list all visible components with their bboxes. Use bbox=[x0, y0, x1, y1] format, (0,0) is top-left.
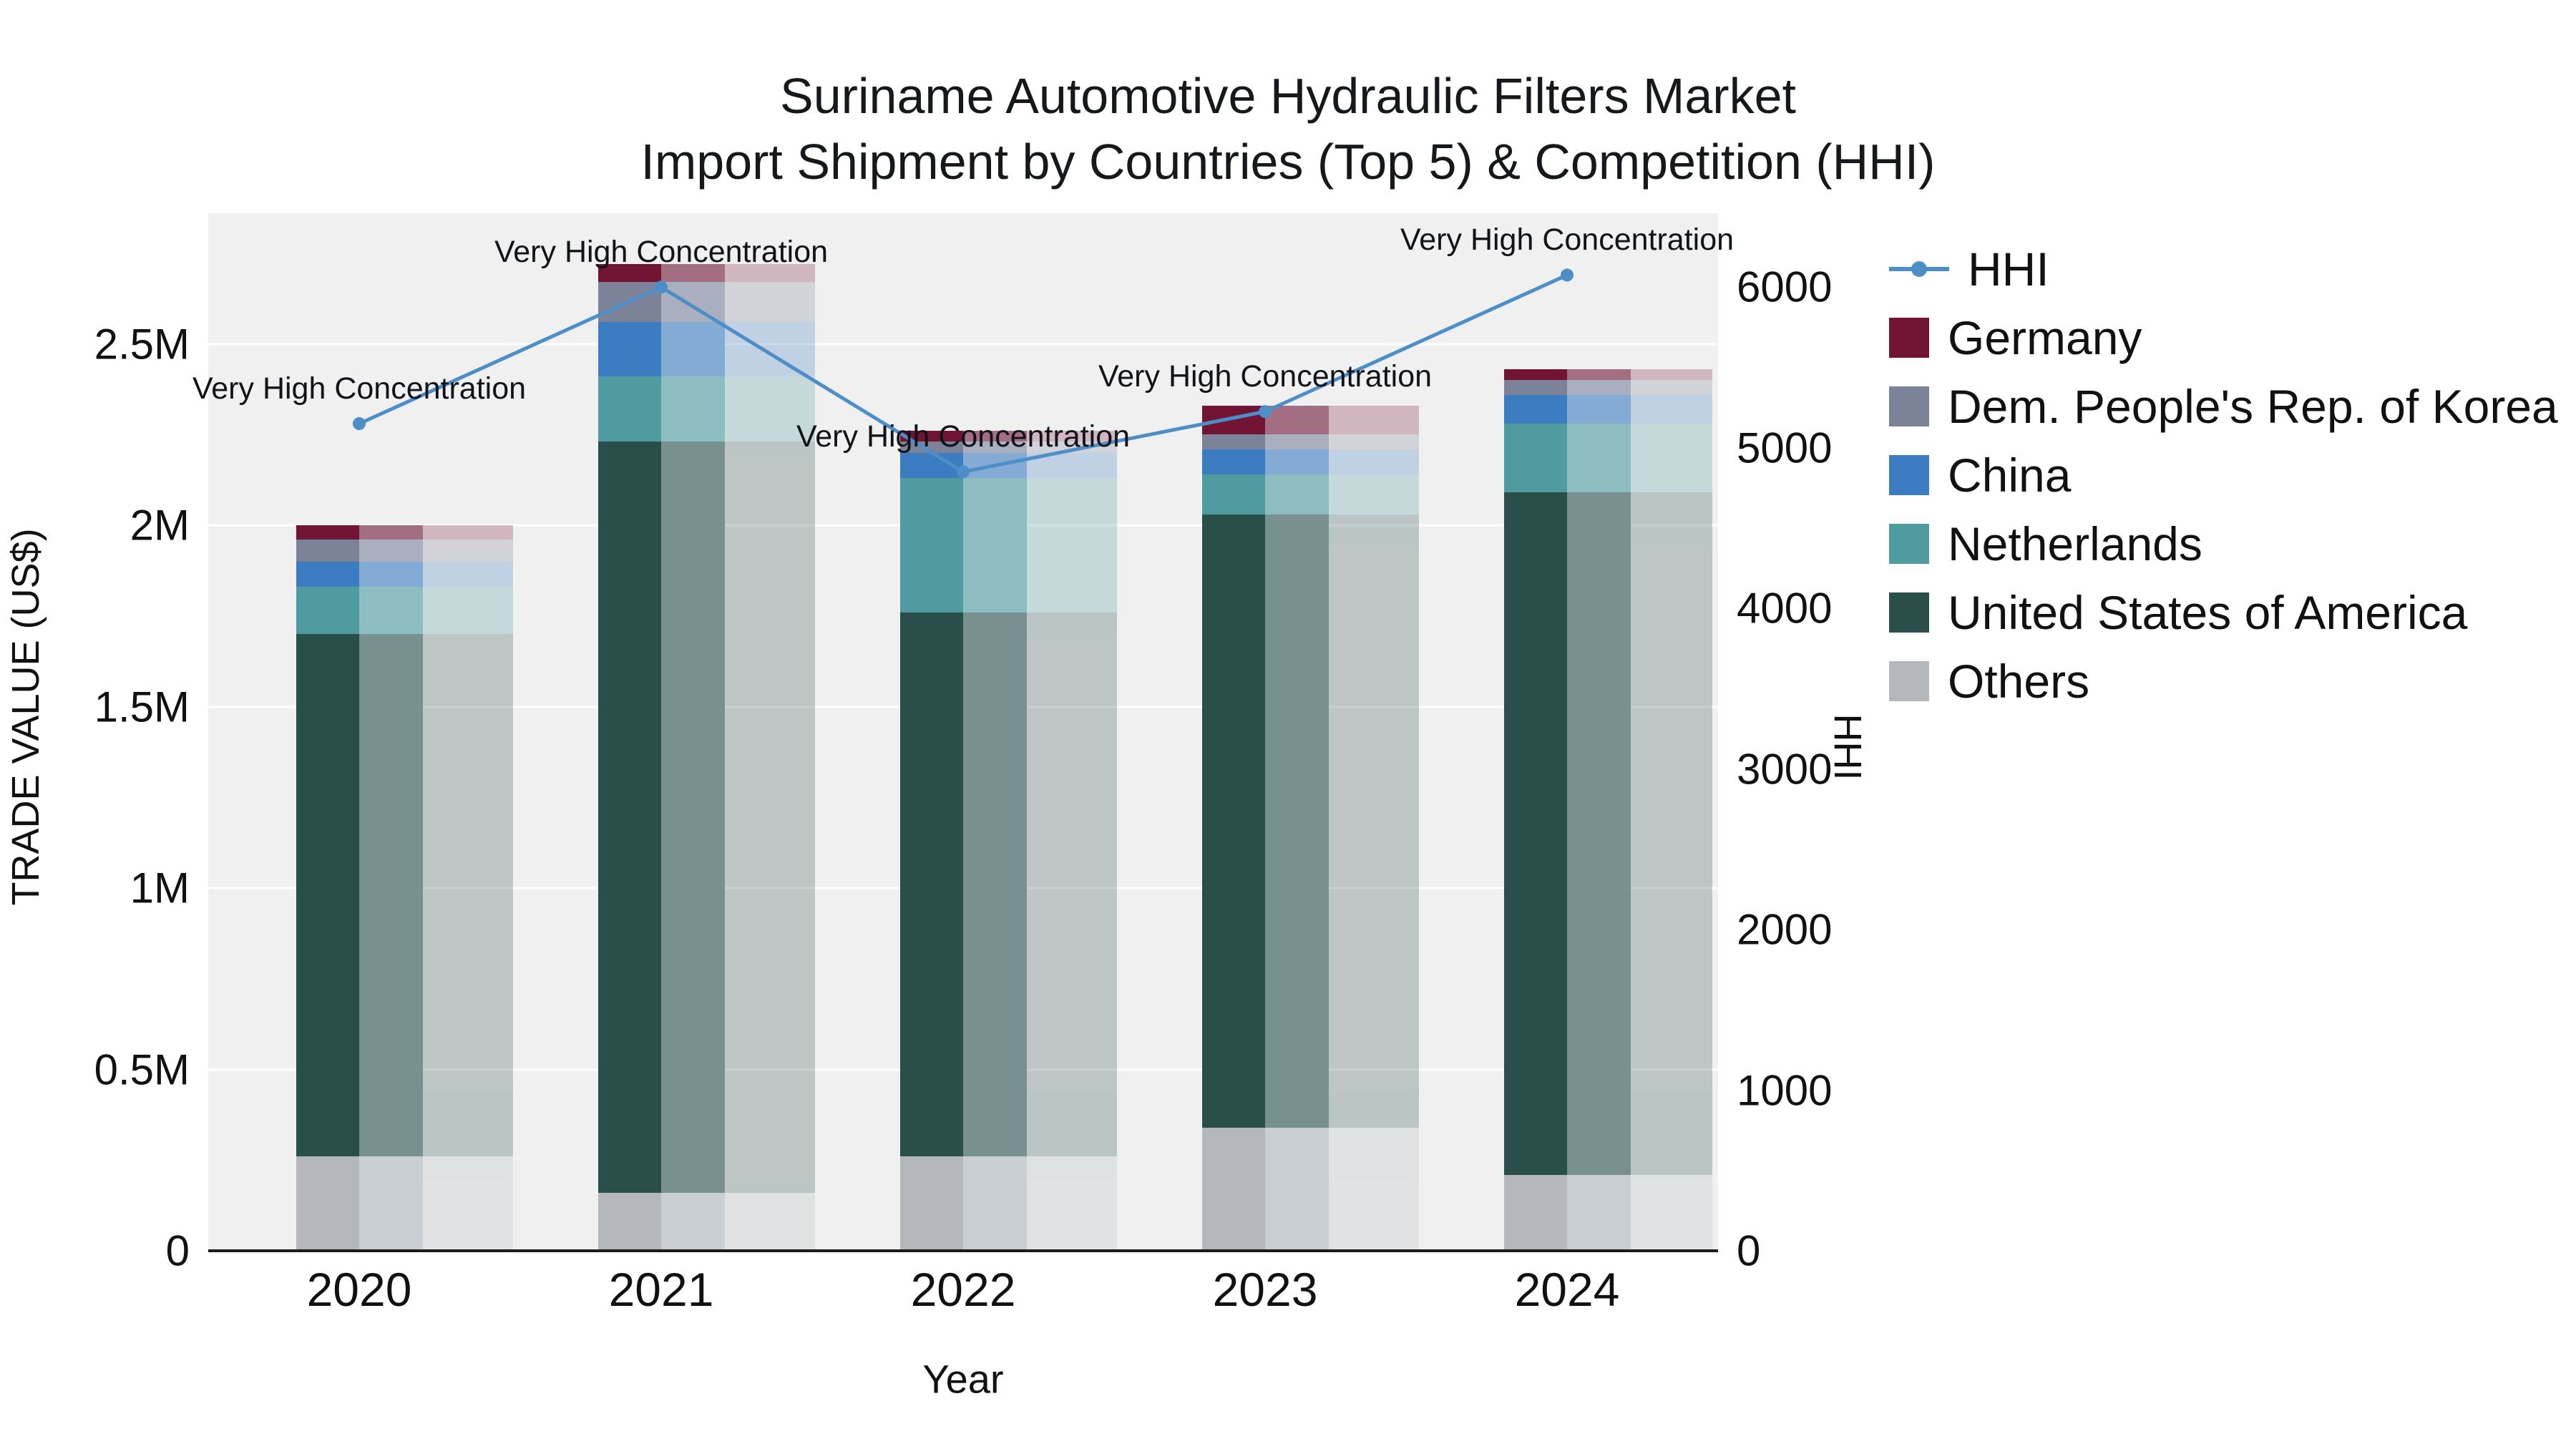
bar-highlight-2023 bbox=[1265, 405, 1329, 1251]
bar-segment-united-states-of-america-2024[interactable] bbox=[1504, 492, 1631, 1175]
legend-swatch-icon bbox=[1889, 592, 1929, 633]
legend-line-icon bbox=[1889, 259, 1949, 279]
y-axis-tick-left-0: 0 bbox=[165, 1226, 190, 1275]
x-axis-tick-2020: 2020 bbox=[306, 1263, 412, 1316]
bar-segment-germany-2022[interactable] bbox=[900, 431, 1027, 442]
bar-segment-germany-2020[interactable] bbox=[296, 525, 423, 540]
bar-segment-germany-2024[interactable] bbox=[1504, 369, 1631, 381]
bar-highlight-2024 bbox=[1567, 369, 1631, 1251]
bar-segment-others-2024[interactable] bbox=[1504, 1174, 1631, 1251]
chart-subtitle: Import Shipment by Countries (Top 5) & C… bbox=[640, 134, 1936, 190]
x-axis-title: Year bbox=[922, 1356, 1004, 1402]
bar-segment-united-states-of-america-2021[interactable] bbox=[598, 441, 725, 1193]
bar-segment-netherlands-2022[interactable] bbox=[900, 478, 1027, 613]
annotation-2022: Very High Concentration bbox=[796, 419, 1131, 454]
bar-2020 bbox=[296, 213, 423, 1251]
y-axis-tick-right-2000: 2000 bbox=[1737, 905, 1833, 954]
gridline-2.5M bbox=[208, 343, 1718, 346]
hhi-line-layer bbox=[353, 268, 1574, 479]
bar-segment-others-2022[interactable] bbox=[900, 1156, 1027, 1251]
legend-label: Netherlands bbox=[1948, 517, 2202, 570]
bar-highlight-2021 bbox=[661, 263, 725, 1251]
bar-segment-dem-people-s-rep-of-korea-2022[interactable] bbox=[900, 441, 1027, 453]
legend-label: Dem. People's Rep. of Korea bbox=[1948, 380, 2558, 433]
bar-segment-dem-people-s-rep-of-korea-2024[interactable] bbox=[1504, 380, 1631, 395]
bar-segment-dem-people-s-rep-of-korea-2023[interactable] bbox=[1202, 434, 1329, 449]
legend-label: HHI bbox=[1968, 243, 2049, 296]
legend: HHI Germany Dem. People's Rep. of Korea Chi… bbox=[1889, 245, 2558, 706]
legend-item-germany[interactable]: Germany bbox=[1889, 313, 2558, 362]
y-axis-tick-right-6000: 6000 bbox=[1737, 263, 1833, 311]
legend-label: Others bbox=[1948, 655, 2090, 708]
legend-swatch-icon bbox=[1889, 318, 1929, 358]
bar-highlight-2020 bbox=[359, 525, 423, 1251]
y-axis-tick-right-5000: 5000 bbox=[1737, 424, 1833, 472]
y-axis-tick-right-3000: 3000 bbox=[1737, 745, 1833, 794]
bar-segment-dem-people-s-rep-of-korea-2020[interactable] bbox=[296, 540, 423, 562]
plot-area: 2020 2021 2022 2023 2024 0 0.5M 1M 1.5M 2M 2.5M 0 10… bbox=[94, 213, 1832, 1316]
legend-item-hhi[interactable]: HHI bbox=[1889, 245, 2558, 293]
annotation-2024: Very High Concentration bbox=[1400, 223, 1735, 258]
y-axis-tick-left-2M: 2M bbox=[130, 501, 190, 550]
annotation-2023: Very High Concentration bbox=[1098, 359, 1433, 394]
bar-segment-united-states-of-america-2020[interactable] bbox=[296, 634, 423, 1157]
bar-highlight-2022 bbox=[963, 431, 1027, 1251]
bar-segment-china-2023[interactable] bbox=[1202, 449, 1329, 475]
bar-2021 bbox=[598, 213, 725, 1251]
bar-segment-united-states-of-america-2023[interactable] bbox=[1202, 514, 1329, 1128]
hhi-marker-2022[interactable] bbox=[957, 465, 970, 479]
annotation-2021: Very High Concentration bbox=[494, 235, 829, 270]
legend-label: China bbox=[1948, 449, 2072, 502]
bar-segment-united-states-of-america-2022[interactable] bbox=[900, 612, 1027, 1157]
legend-item-united-states-of-america[interactable]: United States of America bbox=[1889, 588, 2558, 637]
chart-title-block: Suriname Automotive Hydraulic Filters Ma… bbox=[0, 63, 2576, 195]
legend-item-others[interactable]: Others bbox=[1889, 657, 2558, 706]
legend-swatch-icon bbox=[1889, 661, 1929, 701]
y-axis-tick-left-2.5M: 2.5M bbox=[94, 320, 190, 369]
legend-label: United States of America bbox=[1948, 586, 2468, 639]
hhi-marker-2020[interactable] bbox=[353, 417, 366, 431]
bar-segment-others-2023[interactable] bbox=[1202, 1127, 1329, 1251]
y-axis-tick-right-4000: 4000 bbox=[1737, 584, 1833, 633]
legend-item-netherlands[interactable]: Netherlands bbox=[1889, 519, 2558, 568]
bar-segment-netherlands-2021[interactable] bbox=[598, 376, 725, 442]
annotation-2020: Very High Concentration bbox=[192, 371, 527, 406]
bar-segment-china-2021[interactable] bbox=[598, 322, 725, 377]
x-axis-tick-2023: 2023 bbox=[1212, 1263, 1318, 1316]
x-axis-tick-2021: 2021 bbox=[608, 1263, 714, 1316]
y-axis-tick-right-1000: 1000 bbox=[1737, 1066, 1833, 1115]
hhi-marker-2023[interactable] bbox=[1259, 405, 1272, 419]
x-axis-tick-2024: 2024 bbox=[1514, 1263, 1620, 1316]
bar-2024 bbox=[1504, 213, 1631, 1251]
y-axis-tick-left-1M: 1M bbox=[130, 864, 190, 912]
bar-segment-china-2024[interactable] bbox=[1504, 394, 1631, 424]
bar-segment-germany-2021[interactable] bbox=[598, 264, 725, 283]
legend-swatch-icon bbox=[1889, 386, 1929, 426]
chart-title: Suriname Automotive Hydraulic Filters Ma… bbox=[780, 68, 1796, 124]
legend-swatch-icon bbox=[1889, 455, 1929, 495]
bar-segment-others-2021[interactable] bbox=[598, 1192, 725, 1251]
legend-swatch-icon bbox=[1889, 524, 1929, 564]
hhi-marker-2024[interactable] bbox=[1561, 268, 1574, 282]
bar-segment-others-2020[interactable] bbox=[296, 1156, 423, 1251]
y-axis-tick-right-0: 0 bbox=[1737, 1226, 1761, 1275]
bar-segment-netherlands-2023[interactable] bbox=[1202, 474, 1329, 514]
legend-item-dem-people-s-rep-of-korea[interactable]: Dem. People's Rep. of Korea bbox=[1889, 382, 2558, 431]
y-axis-title-left: TRADE VALUE (US$) bbox=[4, 528, 47, 906]
legend-item-china[interactable]: China bbox=[1889, 451, 2558, 499]
bar-segment-china-2020[interactable] bbox=[296, 561, 423, 587]
x-axis-line bbox=[208, 1249, 1718, 1252]
bar-segment-netherlands-2024[interactable] bbox=[1504, 424, 1631, 493]
y-axis-tick-left-0.5M: 0.5M bbox=[94, 1045, 190, 1093]
legend-label: Germany bbox=[1948, 311, 2142, 364]
y-axis-tick-left-1.5M: 1.5M bbox=[94, 683, 190, 731]
bar-segment-netherlands-2020[interactable] bbox=[296, 587, 423, 635]
hhi-marker-2021[interactable] bbox=[655, 280, 668, 294]
x-axis-tick-2022: 2022 bbox=[910, 1263, 1016, 1316]
